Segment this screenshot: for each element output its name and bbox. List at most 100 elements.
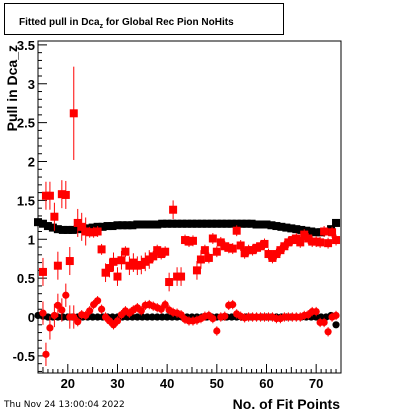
data-point-square	[196, 255, 205, 264]
data-point-square	[177, 272, 186, 281]
data-point-square	[232, 226, 241, 235]
data-point-circle	[158, 313, 166, 321]
data-point-square	[228, 244, 237, 253]
data-point-square	[98, 222, 107, 231]
data-point-square	[287, 224, 296, 233]
data-point-circle	[62, 291, 70, 299]
data-point-square	[237, 219, 246, 228]
data-point-square	[207, 219, 216, 228]
data-point-square	[63, 225, 72, 234]
y-tick-label: 3	[28, 77, 35, 92]
data-point-square	[187, 219, 196, 228]
data-point-circle	[229, 300, 237, 309]
x-tick-label: 40	[160, 376, 174, 391]
data-point-square	[307, 227, 316, 236]
data-point-circle	[143, 313, 151, 321]
data-point-square	[242, 219, 251, 228]
y-tick-label: 1.5	[17, 193, 35, 208]
data-point-square	[133, 220, 142, 229]
data-point-square	[222, 219, 231, 228]
data-point-square	[165, 278, 174, 287]
data-point-square	[77, 222, 86, 231]
data-point-circle	[59, 313, 67, 321]
data-point-square	[88, 223, 97, 232]
y-tick-label: 0.5	[17, 271, 35, 286]
data-point-square	[332, 236, 341, 245]
data-point-square	[58, 225, 67, 234]
data-point-square	[212, 219, 221, 228]
data-point-square	[149, 252, 158, 261]
data-point-square	[296, 238, 305, 247]
data-point-square	[262, 220, 271, 229]
data-point-circle	[97, 305, 106, 313]
y-tick-label: 1	[28, 232, 35, 247]
data-point-square	[68, 225, 77, 234]
data-point-circle	[317, 313, 325, 321]
data-point-circle	[320, 318, 328, 327]
data-point-circle	[153, 313, 161, 321]
data-point-circle	[138, 313, 146, 321]
title-subscript: z	[100, 23, 104, 30]
data-point-square	[148, 220, 157, 229]
data-point-square	[178, 219, 187, 228]
data-point-square	[138, 220, 147, 229]
data-point-circle	[161, 300, 169, 309]
data-point-square	[312, 228, 321, 237]
data-point-square	[161, 247, 170, 256]
data-point-square	[232, 219, 241, 228]
data-point-square	[163, 219, 172, 228]
chart-title: Fitted pull in Dcaz for Global Rec Pion …	[19, 17, 234, 30]
data-point-square	[118, 221, 127, 230]
data-point-square	[169, 205, 178, 214]
data-point-square	[61, 190, 70, 199]
data-point-circle	[332, 321, 340, 329]
data-point-square	[43, 222, 52, 231]
data-point-square	[105, 264, 114, 273]
x-axis-label: No. of Fit Points	[233, 396, 341, 412]
data-point-square	[183, 219, 192, 228]
data-point-square	[48, 223, 57, 232]
data-point-square	[53, 225, 62, 234]
data-point-square	[38, 267, 47, 276]
data-point-circle	[137, 307, 145, 315]
data-point-circle	[221, 312, 229, 320]
data-point-square	[153, 220, 162, 229]
data-point-square	[93, 227, 102, 236]
x-tick-label: 30	[110, 376, 124, 391]
data-point-circle	[42, 350, 50, 358]
data-point-square	[208, 234, 217, 243]
data-point-square	[128, 221, 137, 230]
data-point-square	[192, 219, 201, 228]
data-point-square	[297, 225, 306, 234]
data-point-square	[38, 219, 47, 228]
data-point-circle	[86, 307, 94, 315]
data-point-square	[45, 191, 54, 200]
data-point-square	[328, 228, 337, 237]
data-point-square	[267, 221, 276, 230]
data-point-square	[257, 220, 266, 229]
data-point-square	[188, 236, 197, 245]
data-point-circle	[46, 324, 54, 332]
data-point-circle	[113, 317, 122, 325]
y-tick-label: 3.5	[17, 38, 35, 53]
data-point-square	[260, 239, 269, 248]
data-point-square	[108, 222, 117, 231]
data-point-circle	[94, 313, 102, 321]
title-prefix: Fitted pull in Dca	[19, 17, 100, 28]
data-point-square	[65, 257, 74, 266]
title-suffix: for Global Rec Pion NoHits	[103, 17, 234, 28]
data-point-circle	[74, 318, 82, 326]
data-point-circle	[133, 313, 141, 321]
data-point-square	[34, 218, 42, 227]
data-point-square	[282, 223, 291, 232]
data-point-square	[236, 241, 245, 250]
data-point-square	[173, 219, 182, 228]
data-point-square	[277, 222, 286, 231]
y-tick-label: 2.5	[17, 116, 35, 131]
data-point-square	[272, 222, 281, 231]
data-point-square	[200, 246, 209, 255]
data-point-square	[192, 266, 201, 275]
data-point-square	[204, 253, 213, 262]
data-point-square	[332, 218, 341, 227]
